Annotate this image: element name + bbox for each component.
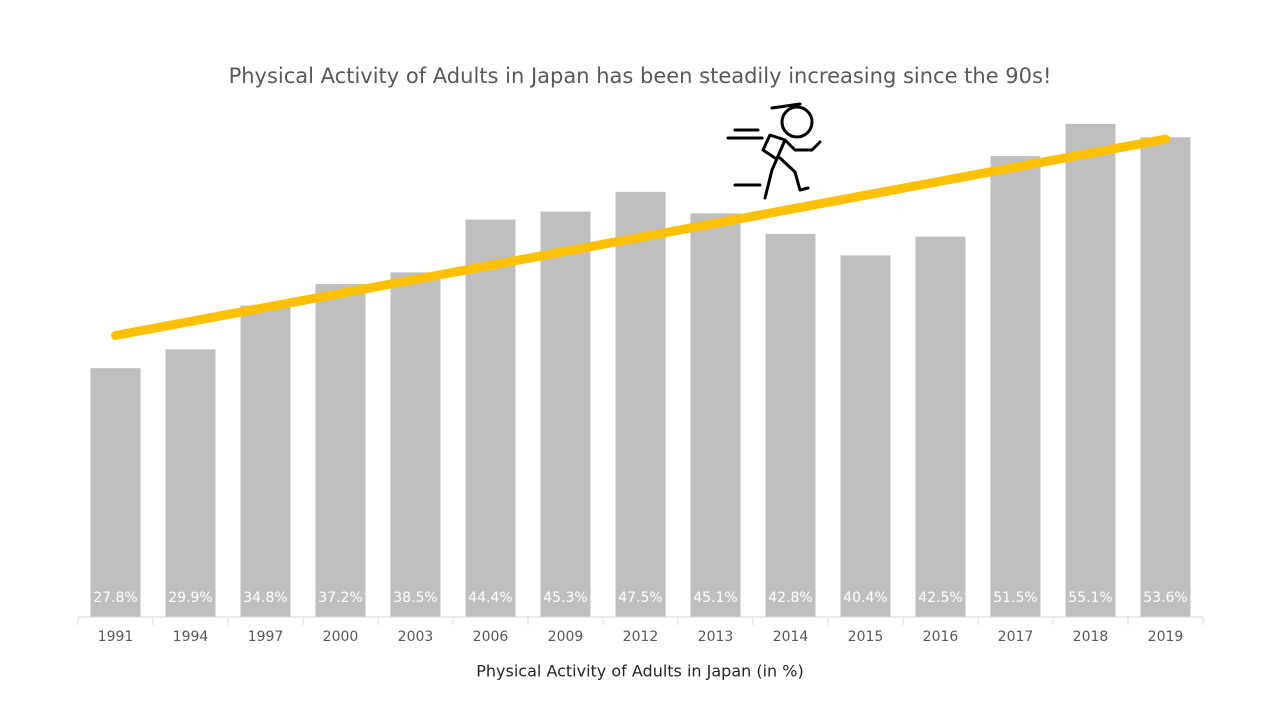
data-label: 40.4% bbox=[843, 590, 887, 606]
bar bbox=[1140, 137, 1191, 617]
data-label: 55.1% bbox=[1068, 590, 1112, 606]
x-tick-label: 2014 bbox=[773, 629, 809, 645]
x-tick-label: 1991 bbox=[98, 629, 134, 645]
chart-title: Physical Activity of Adults in Japan has… bbox=[229, 64, 1052, 88]
x-tick-label: 2003 bbox=[398, 629, 434, 645]
x-tick-label: 2016 bbox=[923, 629, 959, 645]
bar bbox=[615, 191, 666, 617]
bar bbox=[540, 211, 591, 617]
x-tick-label: 1994 bbox=[173, 629, 209, 645]
data-label: 27.8% bbox=[93, 590, 137, 606]
data-label: 29.9% bbox=[168, 590, 212, 606]
x-tick-label: 1997 bbox=[248, 629, 284, 645]
bar bbox=[690, 213, 741, 618]
x-tick-label: 2013 bbox=[698, 629, 734, 645]
bar bbox=[315, 284, 366, 617]
x-tick-label: 2017 bbox=[998, 629, 1034, 645]
bar bbox=[990, 156, 1041, 617]
runner-icon bbox=[726, 102, 822, 200]
bar bbox=[240, 305, 291, 617]
data-label: 38.5% bbox=[393, 590, 437, 606]
bar bbox=[390, 272, 441, 617]
bar bbox=[840, 255, 891, 618]
bar bbox=[465, 219, 516, 617]
data-label: 45.3% bbox=[543, 590, 587, 606]
bar bbox=[765, 233, 816, 617]
bar bbox=[915, 236, 966, 617]
bar bbox=[1065, 123, 1116, 617]
data-label: 44.4% bbox=[468, 590, 512, 606]
data-label: 34.8% bbox=[243, 590, 287, 606]
data-label: 51.5% bbox=[993, 590, 1037, 606]
x-tick-label: 2018 bbox=[1073, 629, 1109, 645]
x-tick-label: 2012 bbox=[623, 629, 659, 645]
data-label: 42.8% bbox=[768, 590, 812, 606]
x-tick-label: 2015 bbox=[848, 629, 884, 645]
x-tick-label: 2009 bbox=[548, 629, 584, 645]
x-tick-label: 2019 bbox=[1148, 629, 1184, 645]
data-label: 42.5% bbox=[918, 590, 962, 606]
bar bbox=[165, 349, 216, 617]
data-label: 45.1% bbox=[693, 590, 737, 606]
x-tick-label: 2006 bbox=[473, 629, 509, 645]
x-axis-title: Physical Activity of Adults in Japan (in… bbox=[476, 662, 803, 681]
x-tick-label: 2000 bbox=[323, 629, 359, 645]
data-label: 53.6% bbox=[1143, 590, 1187, 606]
data-label: 47.5% bbox=[618, 590, 662, 606]
bar bbox=[90, 368, 141, 617]
data-label: 37.2% bbox=[318, 590, 362, 606]
trendline bbox=[111, 134, 1170, 340]
